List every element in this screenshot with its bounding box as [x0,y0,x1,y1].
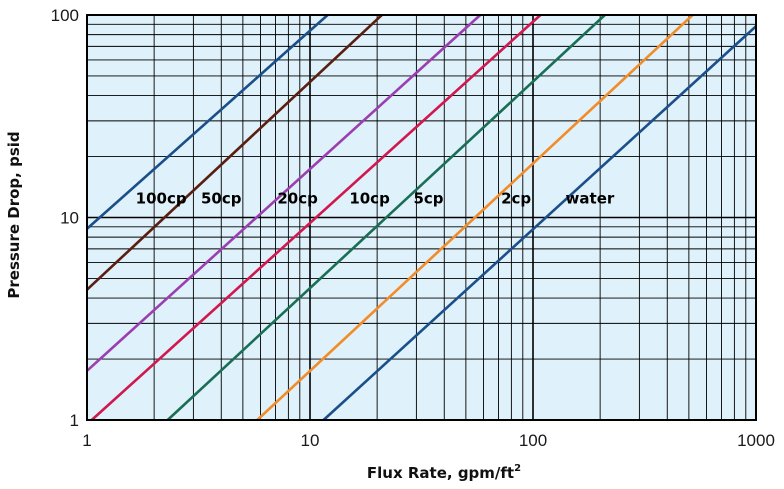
series-line-50cp [86,14,383,291]
series-label-100cp: 100cp [136,190,187,208]
y-axis-title: Pressure Drop, psid [5,131,23,298]
y-tick-label: 100 [51,6,79,25]
series-label-water: water [566,190,615,208]
plot-frame [86,14,757,421]
series-label-50cp: 50cp [201,190,242,208]
series-line-100cp [86,14,329,230]
y-tick-labels: 1 10 100 [51,6,79,430]
x-tick-label: 10 [301,431,320,450]
series-line-water [322,25,757,421]
series-label-2cp: 2cp [501,190,531,208]
series-label-20cp: 20cp [277,190,318,208]
series-line-2cp [256,14,694,421]
x-tick-label: 1000 [737,431,775,450]
x-tick-labels: 1 10 100 1000 [82,431,775,450]
series-lines [86,14,757,421]
series-line-5cp [166,14,606,421]
series-line-10cp [90,14,542,421]
y-tick-label: 10 [60,209,79,228]
x-tick-label: 100 [519,431,547,450]
series-label-5cp: 5cp [413,190,443,208]
grid-lines [87,15,756,420]
y-tick-label: 1 [70,411,79,430]
series-labels: 100cp 50cp 20cp 10cp 5cp 2cp water [136,190,615,208]
series-label-10cp: 10cp [349,190,390,208]
x-tick-label: 1 [82,431,91,450]
series-line-20cp [86,14,482,372]
x-axis-title: Flux Rate, gpm/ft2 [367,463,521,482]
